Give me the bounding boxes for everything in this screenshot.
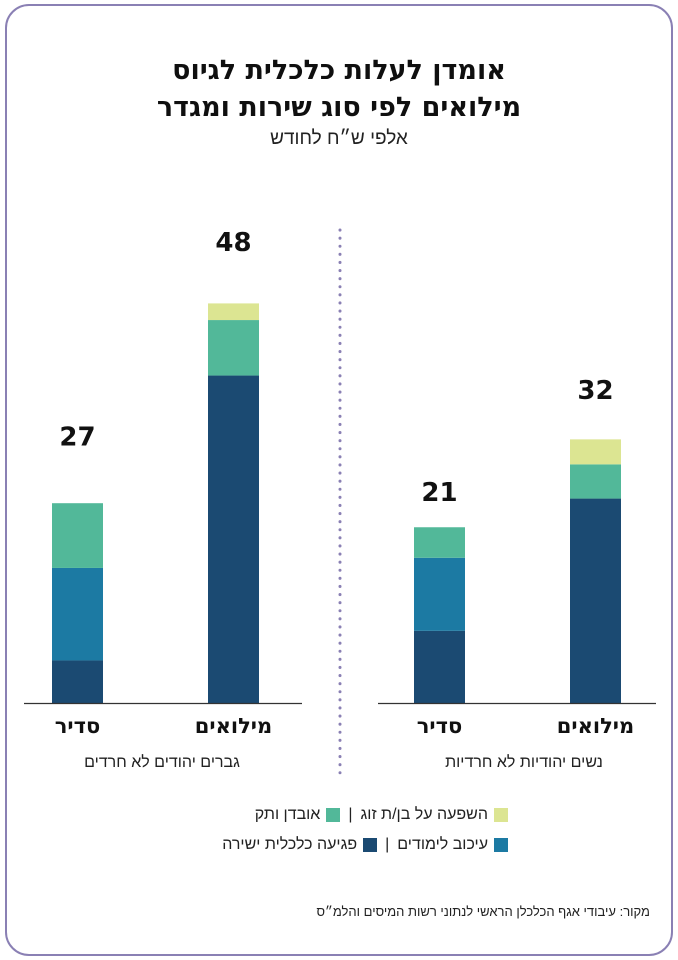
category-label: סדיר <box>417 714 462 738</box>
chart-title-line1: אומדן לעלות כלכלית לגיוס <box>172 55 506 86</box>
legend-row-1: השפעה על בן/ת זוג | אובדן ותק <box>255 806 508 824</box>
bar-segment-studies <box>414 557 465 631</box>
bar-segment-direct <box>52 660 103 703</box>
source-note: מקור: עיבודי אגף הכלכלן הראשי לנתוני רשו… <box>316 904 650 919</box>
group-label: גברים יהודים לא חרדים <box>84 753 240 771</box>
group-label: נשים יהודיות לא חרדיות <box>445 753 603 771</box>
legend-swatch-loss <box>326 808 341 822</box>
category-label: מילואים <box>557 714 634 738</box>
legend-swatch-studies <box>494 838 508 852</box>
bar-segment-direct <box>570 498 621 703</box>
bar-segment-loss <box>570 464 621 499</box>
bar-segment-spouse <box>570 439 621 465</box>
legend-label-spouse: השפעה על בן/ת זוג <box>360 806 488 823</box>
bar-segment-direct <box>414 630 465 703</box>
bar-total-label: 32 <box>577 376 613 406</box>
chart-subtitle: אלפי ש״ח לחודש <box>270 128 408 149</box>
legend-label-loss: אובדן ותק <box>254 806 321 823</box>
chart-title-line2: מילואים לפי סוג שירות ומגדר <box>156 92 522 123</box>
bar-segment-loss <box>414 527 465 558</box>
legend-swatch-direct <box>363 838 378 852</box>
bar-segment-loss <box>52 503 103 568</box>
legend-separator: | <box>348 806 353 823</box>
bar-total-label: 48 <box>215 228 251 258</box>
bar-segment-direct <box>208 375 259 703</box>
bar-total-label: 27 <box>59 422 95 452</box>
legend-swatch-spouse <box>494 808 508 822</box>
bar-segment-studies <box>52 567 103 661</box>
legend-label-studies: עיכוב לימודים <box>397 836 488 853</box>
legend-label-direct: פגיעה כלכלית ישירה <box>222 836 358 853</box>
category-label: מילואים <box>195 714 272 738</box>
bar-segment-spouse <box>208 303 259 321</box>
category-label: סדיר <box>55 714 100 738</box>
bar-segment-loss <box>208 320 259 376</box>
legend-row-2: עיכוב לימודים | פגיעה כלכלית ישירה <box>222 836 508 854</box>
legend-separator: | <box>385 836 390 853</box>
bar-total-label: 21 <box>421 478 457 508</box>
